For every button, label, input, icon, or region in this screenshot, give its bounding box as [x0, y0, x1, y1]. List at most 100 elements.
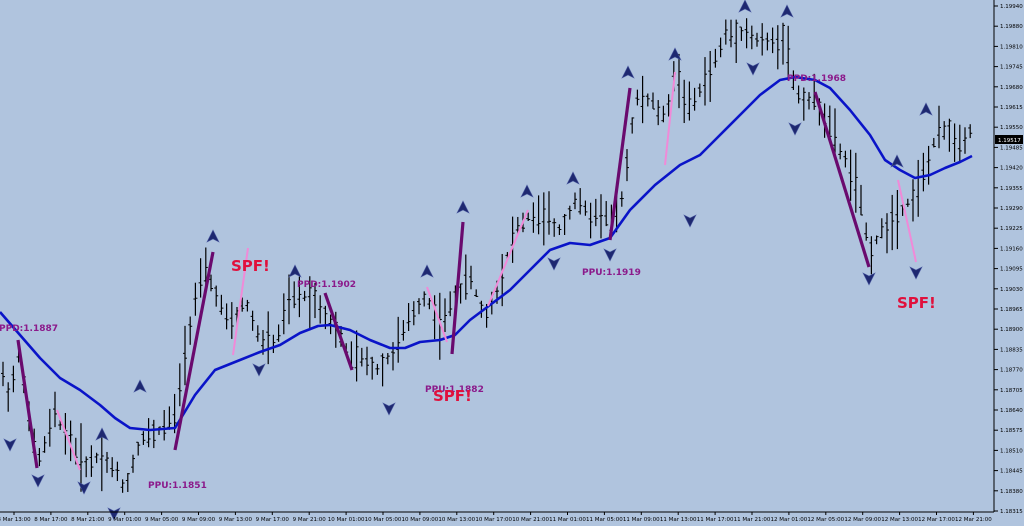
x-tick-label: 8 Mar 21:00 — [71, 517, 105, 523]
arrow-down-icon — [252, 363, 266, 377]
y-tick-label: 1.18445 — [1000, 469, 1023, 475]
arrow-down-icon — [3, 438, 17, 452]
pivot-price-label: PPD:1.1887 — [0, 324, 58, 334]
x-tick-label: 10 Mar 21:00 — [512, 517, 549, 523]
pattern-line-dark — [450, 221, 465, 355]
y-tick-label: 1.19355 — [1000, 186, 1023, 192]
x-tick-label: 9 Mar 01:00 — [108, 517, 142, 523]
y-tick-label: 1.19030 — [1000, 287, 1023, 293]
arrow-up-icon — [456, 200, 470, 214]
x-tick-label: 8 Mar 17:00 — [34, 517, 68, 523]
pivot-price-label: PPU:1.1919 — [582, 268, 641, 278]
y-tick-label: 1.18315 — [1000, 509, 1023, 515]
x-tick-label: 11 Mar 17:00 — [697, 517, 734, 523]
pattern-line-dark — [813, 91, 871, 268]
x-tick-label: 9 Mar 05:00 — [145, 517, 179, 523]
pivot-price-label: PPU:1.1851 — [148, 481, 207, 491]
x-tick-label: 9 Mar 09:00 — [182, 517, 216, 523]
x-tick-label: 11 Mar 01:00 — [549, 517, 586, 523]
pattern-line-dark — [323, 292, 354, 371]
y-tick-label: 1.18640 — [1000, 408, 1023, 414]
y-tick-label: 1.19550 — [1000, 125, 1023, 131]
spf-signal-label: SPF! — [433, 387, 472, 405]
arrow-down-icon — [862, 272, 876, 286]
arrow-down-icon — [77, 481, 91, 495]
y-tick-label: 1.18705 — [1000, 388, 1023, 394]
pivot-price-label: PPD:1.1968 — [787, 74, 846, 84]
x-tick-label: 10 Mar 13:00 — [438, 517, 475, 523]
pivot-price-label: PPD:1.1902 — [297, 280, 356, 290]
arrow-down-icon — [547, 257, 561, 271]
x-tick-label: 12 Mar 13:00 — [881, 517, 918, 523]
y-tick-label: 1.19420 — [1000, 166, 1023, 172]
y-tick-label: 1.19680 — [1000, 85, 1023, 91]
x-tick-label: 10 Mar 05:00 — [365, 517, 402, 523]
x-tick-label: 12 Mar 21:00 — [955, 517, 992, 523]
arrow-up-icon — [890, 154, 904, 168]
arrow-up-icon — [133, 379, 147, 393]
x-tick-label: 10 Mar 17:00 — [475, 517, 512, 523]
y-tick-label: 1.19745 — [1000, 65, 1023, 71]
pivot-price-label: PPU:1.1882 — [425, 385, 484, 395]
pattern-line-light — [897, 179, 917, 263]
x-tick-label: 9 Mar 21:00 — [293, 517, 327, 523]
spf-signal-label: SPF! — [231, 257, 270, 275]
x-tick-label: 8 Mar 13:00 — [0, 517, 31, 523]
arrow-down-icon — [603, 248, 617, 262]
y-tick-label: 1.19880 — [1000, 24, 1023, 30]
arrow-up-icon — [668, 47, 682, 61]
arrow-up-icon — [919, 102, 933, 116]
x-tick-label: 11 Mar 09:00 — [623, 517, 660, 523]
pattern-line-dark — [173, 251, 215, 451]
y-tick-label: 1.18380 — [1000, 489, 1023, 495]
pattern-line-dark — [16, 339, 39, 469]
pattern-line-light — [487, 209, 529, 307]
x-tick-label: 10 Mar 09:00 — [402, 517, 439, 523]
y-tick-label: 1.19485 — [1000, 145, 1023, 151]
y-tick-label: 1.18965 — [1000, 307, 1023, 313]
x-tick-label: 11 Mar 05:00 — [586, 517, 623, 523]
arrow-up-icon — [566, 171, 580, 185]
arrow-up-icon — [780, 4, 794, 18]
pattern-line-light — [56, 409, 81, 471]
arrow-down-icon — [909, 266, 923, 280]
x-tick-label: 9 Mar 17:00 — [256, 517, 290, 523]
pattern-line-dark — [608, 87, 632, 241]
current-price-label: 1.19517 — [998, 138, 1021, 144]
x-tick-label: 10 Mar 01:00 — [328, 517, 365, 523]
y-tick-label: 1.18575 — [1000, 428, 1023, 434]
arrow-up-icon — [520, 184, 534, 198]
arrow-down-icon — [31, 474, 45, 488]
y-tick-label: 1.19095 — [1000, 267, 1023, 273]
pattern-line-light — [426, 286, 448, 343]
arrow-up-icon — [95, 427, 109, 441]
y-tick-label: 1.19615 — [1000, 105, 1023, 111]
x-tick-label: 12 Mar 09:00 — [844, 517, 881, 523]
x-tick-label: 11 Mar 13:00 — [660, 517, 697, 523]
x-tick-label: 9 Mar 13:00 — [219, 517, 253, 523]
x-tick-label: 12 Mar 17:00 — [918, 517, 955, 523]
x-tick-label: 12 Mar 01:00 — [771, 517, 808, 523]
y-tick-label: 1.19290 — [1000, 206, 1023, 212]
pattern-line-light — [232, 247, 249, 356]
arrow-up-icon — [206, 229, 220, 243]
current-price-marker — [995, 135, 1023, 144]
y-tick-label: 1.18835 — [1000, 347, 1023, 353]
arrow-down-icon — [382, 402, 396, 416]
arrow-up-icon — [288, 264, 302, 278]
spf-signal-label: SPF! — [897, 294, 936, 312]
arrow-down-icon — [788, 122, 802, 136]
y-tick-label: 1.18510 — [1000, 448, 1023, 454]
y-tick-label: 1.19940 — [1000, 4, 1023, 10]
y-tick-label: 1.18900 — [1000, 327, 1023, 333]
arrow-up-icon — [738, 0, 752, 13]
x-tick-label: 11 Mar 21:00 — [734, 517, 771, 523]
y-tick-label: 1.19225 — [1000, 226, 1023, 232]
x-tick-label: 12 Mar 05:00 — [807, 517, 844, 523]
y-tick-label: 1.19160 — [1000, 246, 1023, 252]
arrow-down-icon — [683, 214, 697, 228]
arrow-up-icon — [621, 65, 635, 79]
y-tick-label: 1.19810 — [1000, 44, 1023, 50]
